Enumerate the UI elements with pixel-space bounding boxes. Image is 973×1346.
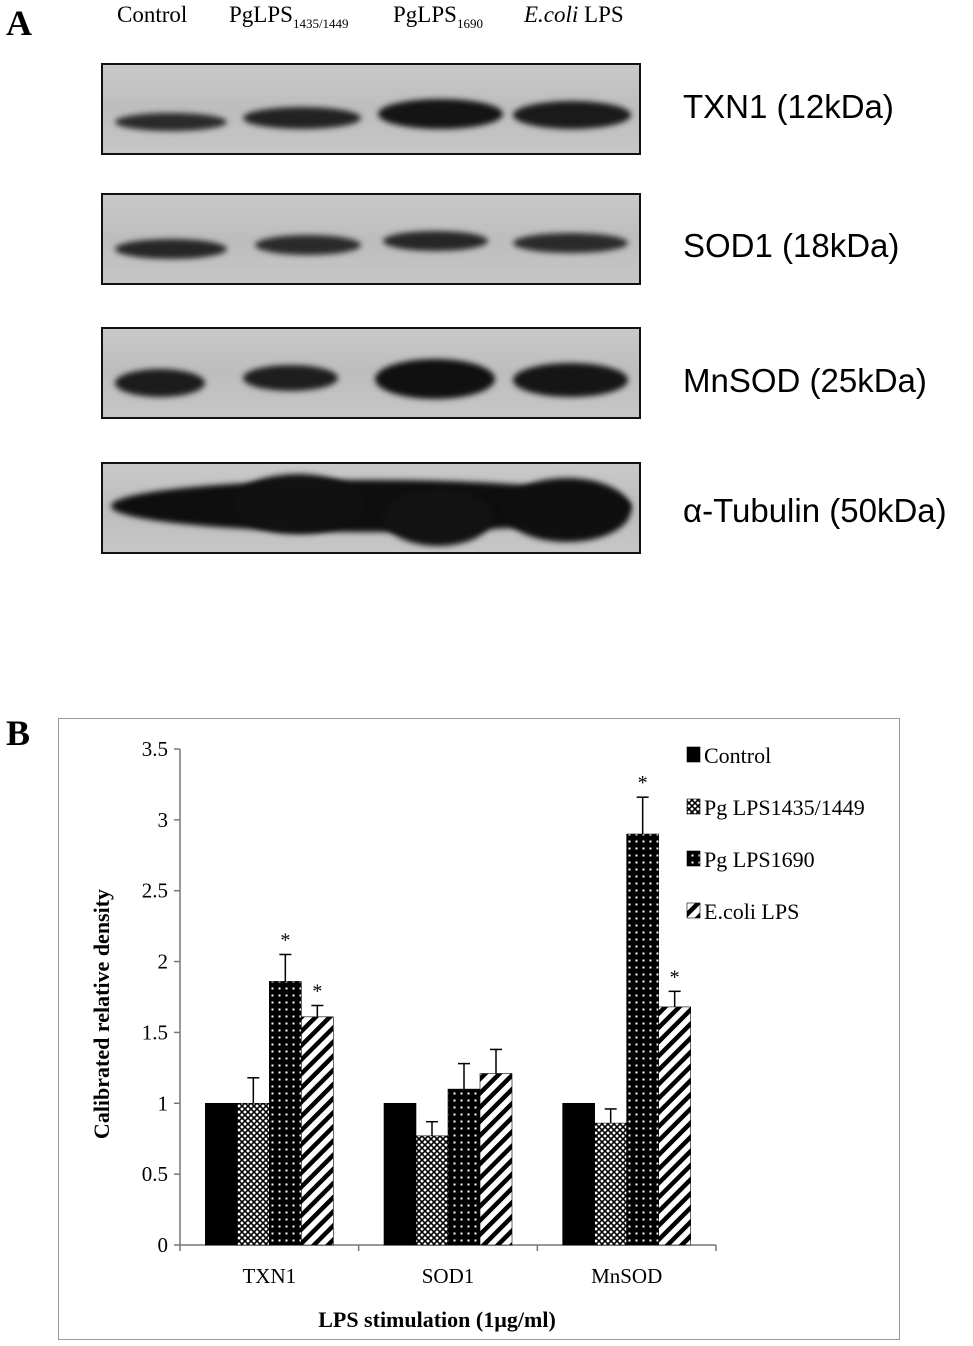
chart-frame: Calibrated relative density LPS stimulat… xyxy=(58,718,900,1340)
x-axis-label: LPS stimulation (1µg/ml) xyxy=(318,1307,556,1332)
bar xyxy=(237,1102,270,1246)
band xyxy=(383,231,488,251)
band xyxy=(255,235,361,255)
bar xyxy=(301,1016,334,1246)
bar xyxy=(415,1135,449,1246)
band xyxy=(513,101,631,129)
legend-entry: E.coli LPS xyxy=(704,899,799,924)
band xyxy=(513,363,628,397)
bar xyxy=(479,1073,513,1246)
band xyxy=(243,365,338,391)
y-axis-label: Calibrated relative density xyxy=(89,889,114,1139)
legend-swatch xyxy=(686,798,701,815)
x-tick-label: MnSOD xyxy=(591,1264,662,1288)
bar xyxy=(205,1102,238,1246)
band xyxy=(383,488,493,546)
blot-label-sod1: SOD1 (18kDa) xyxy=(683,227,900,264)
y-tick-label: 3 xyxy=(158,808,169,832)
blot-label-tubulin: α-Tubulin (50kDa) xyxy=(683,492,947,529)
legend-swatch xyxy=(686,850,701,867)
blot-txn1 xyxy=(101,63,641,155)
band xyxy=(115,113,227,131)
y-tick-label: 2 xyxy=(158,950,169,974)
y-tick-label: 1 xyxy=(158,1091,169,1115)
band xyxy=(243,107,361,129)
bar-chart: Calibrated relative density LPS stimulat… xyxy=(89,737,865,1332)
x-tick-label: SOD1 xyxy=(422,1264,475,1288)
legend-swatch xyxy=(686,746,701,763)
bar xyxy=(383,1102,417,1246)
y-tick-label: 0.5 xyxy=(142,1162,168,1186)
y-tick-label: 1.5 xyxy=(142,1020,168,1044)
lane-label-pglps-1690: PgLPS1690 xyxy=(393,2,483,31)
y-tick-label: 3.5 xyxy=(142,737,168,761)
legend-swatch xyxy=(686,902,701,919)
lane-label-pglps-1435: PgLPS1435/1449 xyxy=(229,2,349,31)
y-tick-label: 2.5 xyxy=(142,879,168,903)
blot-label-txn1: TXN1 (12kDa) xyxy=(683,88,894,125)
bar xyxy=(562,1102,595,1246)
significance-marker: * xyxy=(280,929,290,951)
lane-label-control: Control xyxy=(117,2,188,27)
band xyxy=(375,359,495,399)
bar xyxy=(269,981,302,1246)
significance-marker: * xyxy=(638,772,648,794)
blot-mnsod xyxy=(101,327,641,419)
x-tick-label: TXN1 xyxy=(242,1264,296,1288)
legend: Control Pg LPS1435/1449 Pg LPS1690 E.coli L… xyxy=(686,743,865,924)
legend-entry: Pg LPS1435/1449 xyxy=(704,795,865,820)
bar xyxy=(447,1088,481,1246)
legend-entry: Pg LPS1690 xyxy=(704,847,815,872)
blot-tubulin xyxy=(101,462,641,554)
panel-b-letter: B xyxy=(6,713,31,753)
bar xyxy=(658,1006,691,1246)
band xyxy=(513,233,628,253)
blot-sod1 xyxy=(101,193,641,285)
bar xyxy=(626,833,659,1246)
significance-marker: * xyxy=(312,981,322,1003)
bars: * * * * xyxy=(205,772,691,1246)
band xyxy=(503,478,631,542)
lane-label-ecoli-lps: E.coli LPS xyxy=(524,2,624,27)
blot-label-mnsod: MnSOD (25kDa) xyxy=(683,362,927,399)
legend-entry: Control xyxy=(704,743,771,768)
bar xyxy=(594,1122,627,1246)
significance-marker: * xyxy=(670,966,680,988)
y-tick-label: 0 xyxy=(158,1233,169,1257)
band xyxy=(233,474,363,534)
band xyxy=(115,369,205,397)
band xyxy=(378,99,503,129)
panel-a-letter: A xyxy=(6,3,32,43)
band xyxy=(115,239,227,259)
